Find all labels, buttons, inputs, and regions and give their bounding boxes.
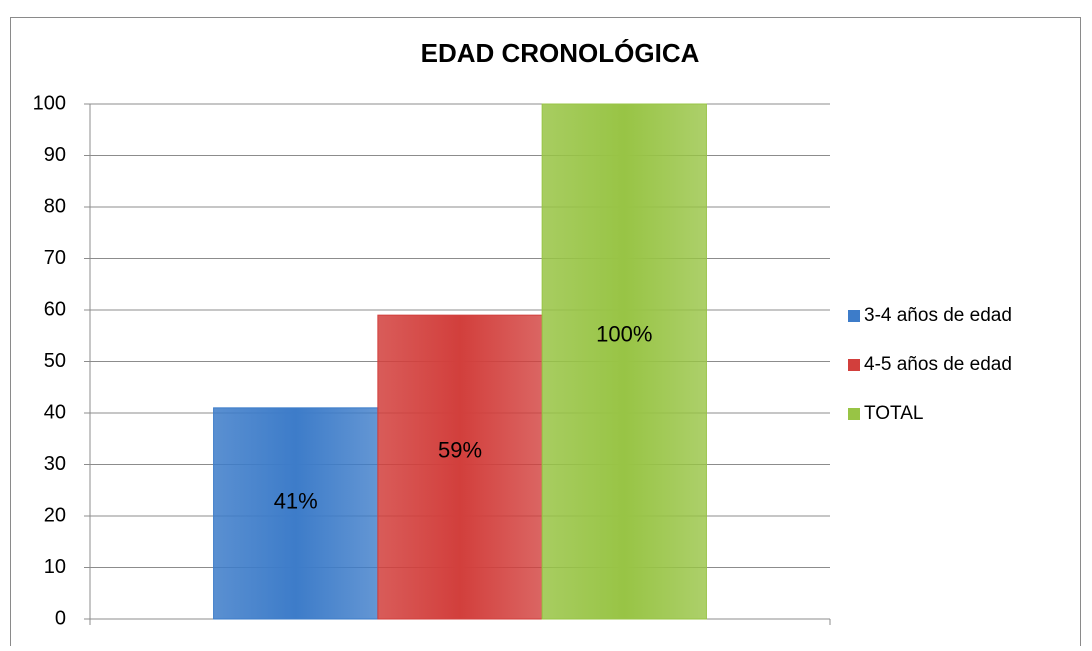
legend-label: 4-5 años de edad xyxy=(864,354,1012,375)
data-label: 59% xyxy=(438,438,482,463)
y-tick-label: 70 xyxy=(44,247,66,269)
y-tick-label: 80 xyxy=(44,195,66,217)
bar xyxy=(541,103,707,620)
legend-swatch xyxy=(848,408,860,420)
y-tick-label: 90 xyxy=(44,144,66,166)
y-tick-label: 0 xyxy=(55,607,66,629)
y-tick-label: 100 xyxy=(33,92,66,114)
y-tick-label: 20 xyxy=(44,504,66,526)
legend-label: 3-4 años de edad xyxy=(864,305,1012,326)
bar xyxy=(213,407,379,620)
y-tick-label: 10 xyxy=(44,556,66,578)
legend-label: TOTAL xyxy=(864,403,923,424)
y-tick-label: 30 xyxy=(44,453,66,475)
legend-swatch xyxy=(848,310,860,322)
data-label: 41% xyxy=(274,489,318,514)
y-tick-label: 40 xyxy=(44,401,66,423)
bar xyxy=(377,314,543,620)
y-tick-label: 50 xyxy=(44,350,66,372)
y-tick-label: 60 xyxy=(44,298,66,320)
data-label: 100% xyxy=(596,322,652,347)
chart-title: EDAD CRONOLÓGICA xyxy=(421,38,700,68)
legend-swatch xyxy=(848,359,860,371)
